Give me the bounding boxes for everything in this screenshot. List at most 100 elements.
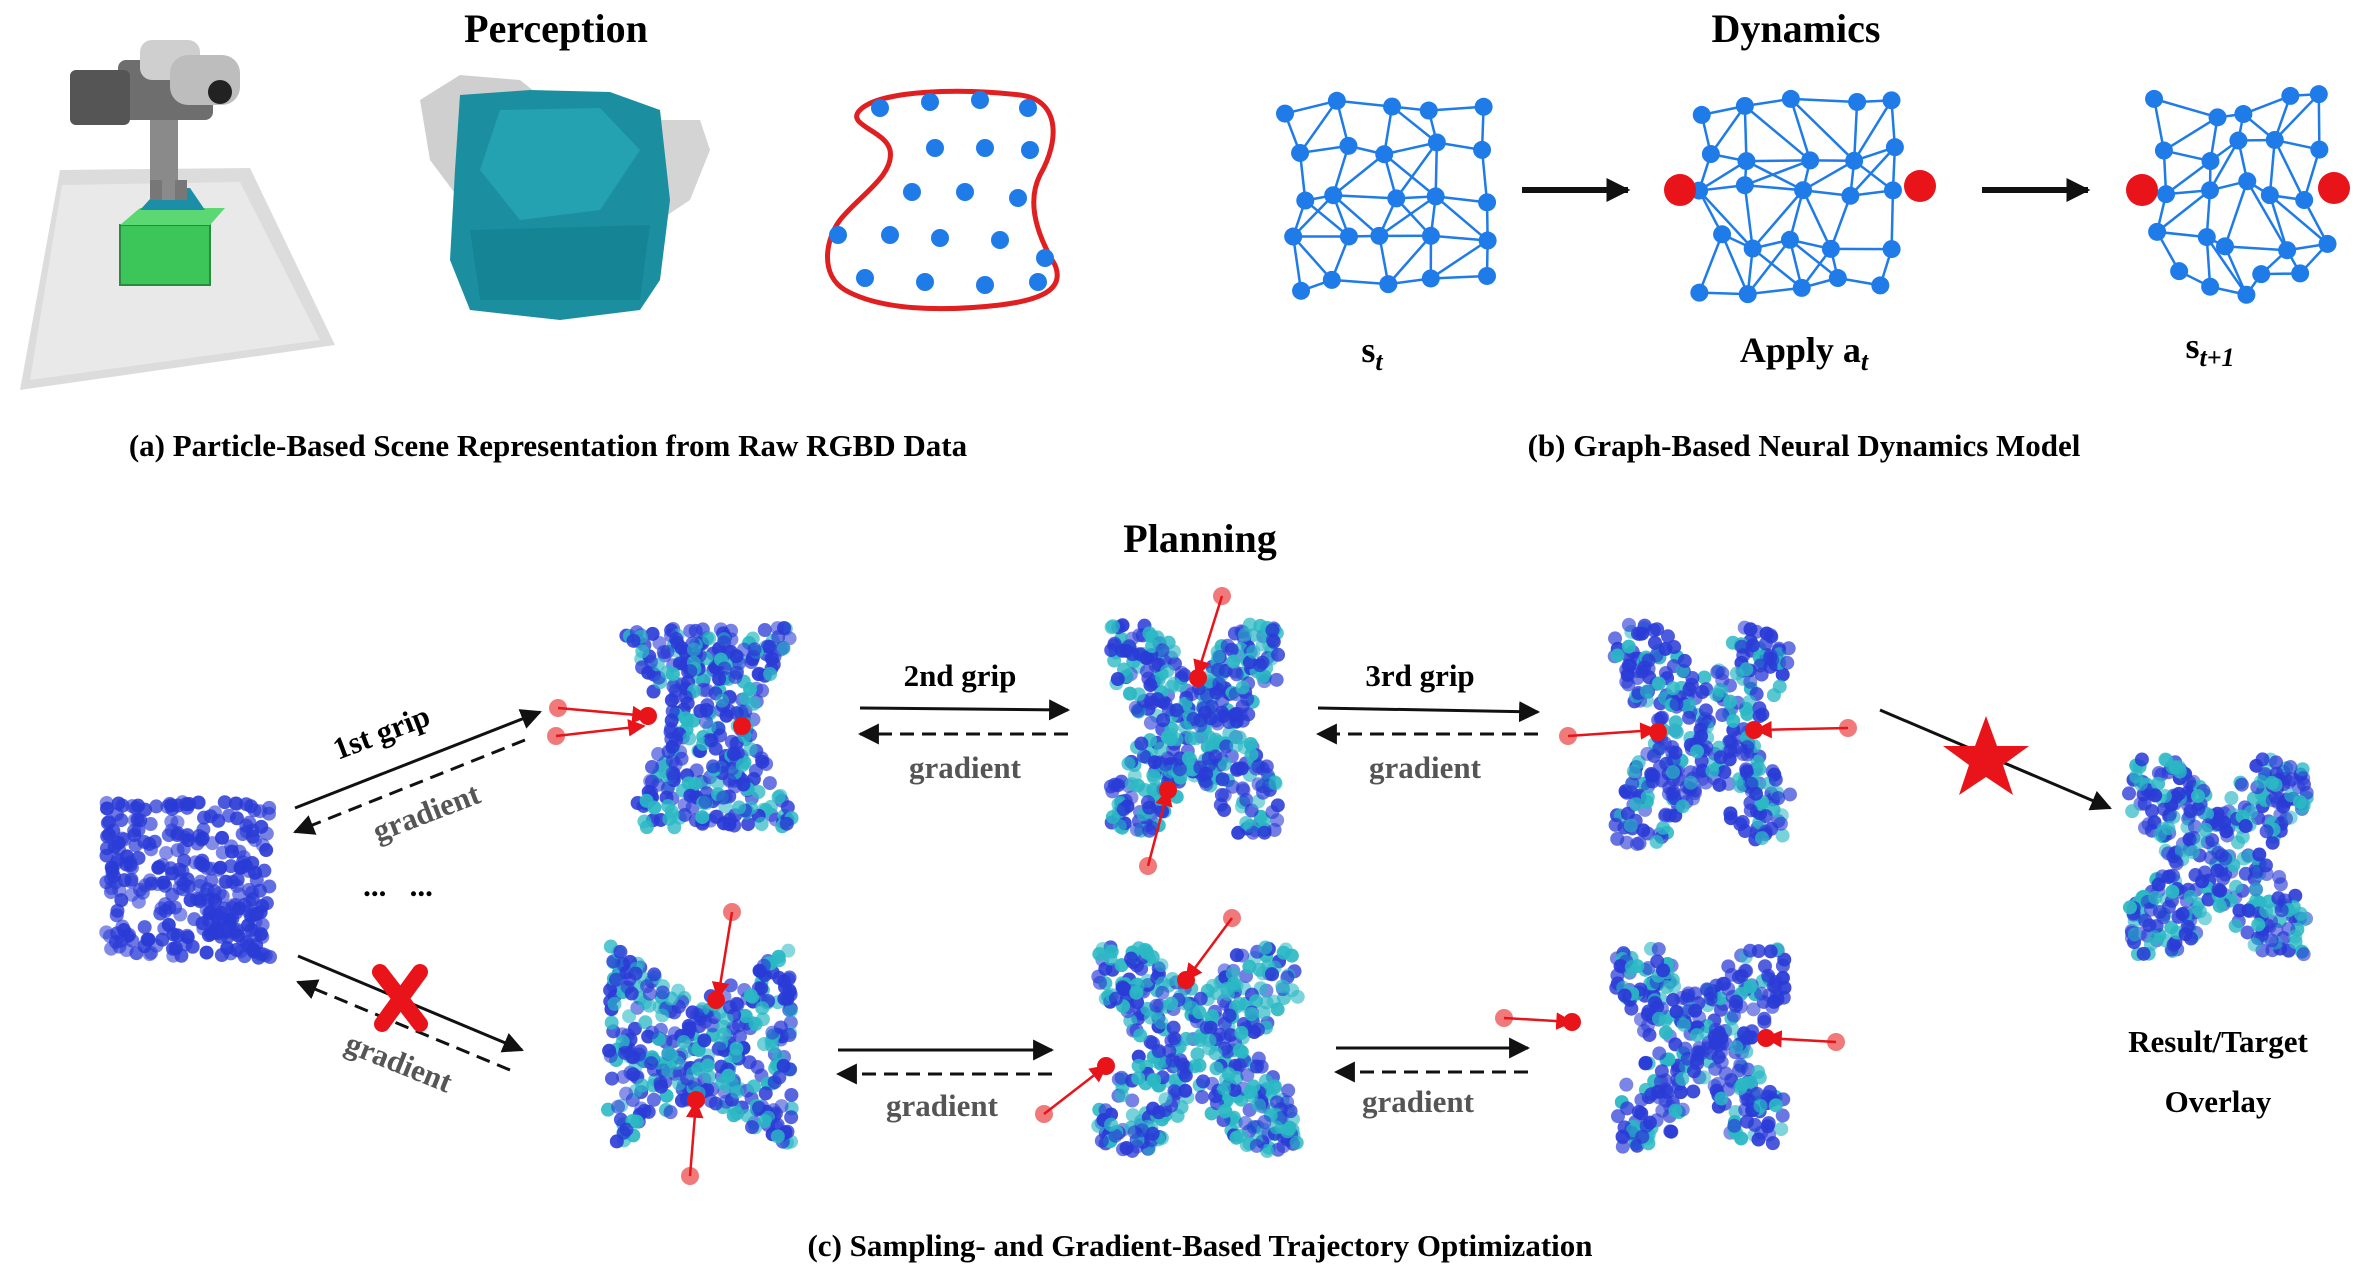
- particle: [712, 1041, 727, 1056]
- particle: [1237, 628, 1252, 643]
- particle: [239, 818, 254, 833]
- particle: [157, 921, 172, 936]
- particle: [757, 623, 772, 638]
- particle: [1124, 790, 1139, 805]
- perception-title: Perception: [464, 6, 648, 51]
- particle: [1104, 1117, 1119, 1132]
- graph-edge: [1304, 199, 1350, 238]
- graph-edge: [2268, 194, 2289, 251]
- particle: [141, 932, 156, 947]
- particle: [2141, 817, 2156, 832]
- particle: [1241, 707, 1256, 722]
- particle: [1232, 1043, 1247, 1058]
- particle: [2238, 866, 2253, 881]
- particle: [1239, 815, 1254, 830]
- particle: [1166, 676, 1181, 691]
- particle: [1108, 1128, 1123, 1143]
- particle: [1675, 799, 1690, 814]
- particle: [1150, 692, 1165, 707]
- particle: [674, 751, 689, 766]
- particle: [2238, 819, 2253, 834]
- particle: [668, 690, 683, 705]
- particle: [723, 978, 738, 993]
- particle: [229, 878, 244, 893]
- particle: [1098, 1103, 1113, 1118]
- particle: [229, 942, 244, 957]
- gripper-arrow: [557, 705, 650, 724]
- arrow-3rd-grip: [1317, 701, 1541, 723]
- graph-node: [2200, 181, 2219, 200]
- graph-node: [1292, 281, 1311, 300]
- particle: [1124, 951, 1139, 966]
- particle: [196, 921, 211, 936]
- particle: [1736, 1026, 1751, 1041]
- gripper-arrow: [1764, 1030, 1837, 1048]
- particle: [1214, 788, 1229, 803]
- graph-edge: [1331, 278, 1389, 286]
- particle: [1208, 749, 1223, 764]
- particle: [670, 1055, 685, 1070]
- particle: [1250, 1022, 1265, 1037]
- particle: [1666, 681, 1681, 696]
- graph-node: [2281, 86, 2300, 105]
- particle: [2136, 946, 2151, 961]
- graph-node: [1821, 239, 1840, 258]
- particle: [675, 994, 690, 1009]
- particle: [724, 734, 739, 749]
- particle: [2240, 925, 2255, 940]
- particles-top-1: [619, 621, 799, 835]
- particle: [746, 696, 761, 711]
- particle: [751, 784, 766, 799]
- particle: [1174, 665, 1189, 680]
- graph-edge: [2223, 180, 2249, 247]
- gripper-contact: [1177, 971, 1195, 989]
- particle: [776, 641, 791, 656]
- particle: [1256, 785, 1271, 800]
- particle: [654, 1079, 669, 1094]
- gripper-contact: [1745, 721, 1763, 739]
- particle: [783, 1003, 798, 1018]
- particle: [1218, 1103, 1233, 1118]
- particle: [1610, 968, 1625, 983]
- particle: [1634, 1092, 1649, 1107]
- graph-node: [2157, 185, 2176, 204]
- gripper-right-next: [2318, 172, 2350, 204]
- particle: [1694, 729, 1709, 744]
- particle: [1178, 720, 1193, 735]
- particle: [1649, 834, 1664, 849]
- graph-edge: [1698, 233, 1724, 294]
- particle: [687, 776, 702, 791]
- particle: [1656, 820, 1671, 835]
- particle: [774, 1099, 789, 1114]
- label-bottom-gradient-3: gradient: [1362, 1084, 1475, 1119]
- particle: [770, 1117, 785, 1132]
- particle: [1763, 944, 1778, 959]
- particle: [2281, 774, 2296, 789]
- graph-node: [2215, 237, 2234, 256]
- particle: [1195, 1090, 1210, 1105]
- particle: [2178, 927, 2193, 942]
- particle: [1721, 959, 1736, 974]
- particle: [1193, 760, 1208, 775]
- particle: [1763, 659, 1778, 674]
- particle: [215, 830, 230, 845]
- graph-edge: [1746, 159, 1811, 163]
- particle: [1781, 641, 1796, 656]
- particle: [1665, 765, 1680, 780]
- particle: [1131, 1071, 1146, 1086]
- particle: [1108, 991, 1123, 1006]
- particle: [221, 808, 236, 823]
- particle: [697, 1033, 712, 1048]
- particle: [730, 1084, 745, 1099]
- particle: [1739, 764, 1754, 779]
- particle: [1167, 1031, 1182, 1046]
- particle: [781, 972, 796, 987]
- particle: [185, 939, 200, 954]
- graph-edge: [1744, 183, 1804, 192]
- particle: [2188, 868, 2203, 883]
- particle: [1255, 669, 1270, 684]
- particle: [738, 1009, 753, 1024]
- particle: [638, 1015, 653, 1030]
- particle: [665, 766, 680, 781]
